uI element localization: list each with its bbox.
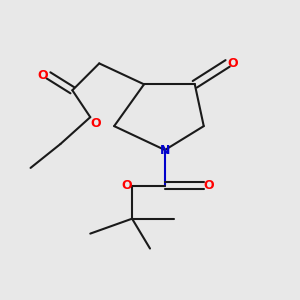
Text: O: O (38, 69, 49, 82)
Text: O: O (228, 57, 238, 70)
Text: N: N (160, 143, 170, 157)
Text: O: O (90, 117, 101, 130)
Text: O: O (122, 179, 132, 192)
Text: O: O (204, 179, 214, 192)
